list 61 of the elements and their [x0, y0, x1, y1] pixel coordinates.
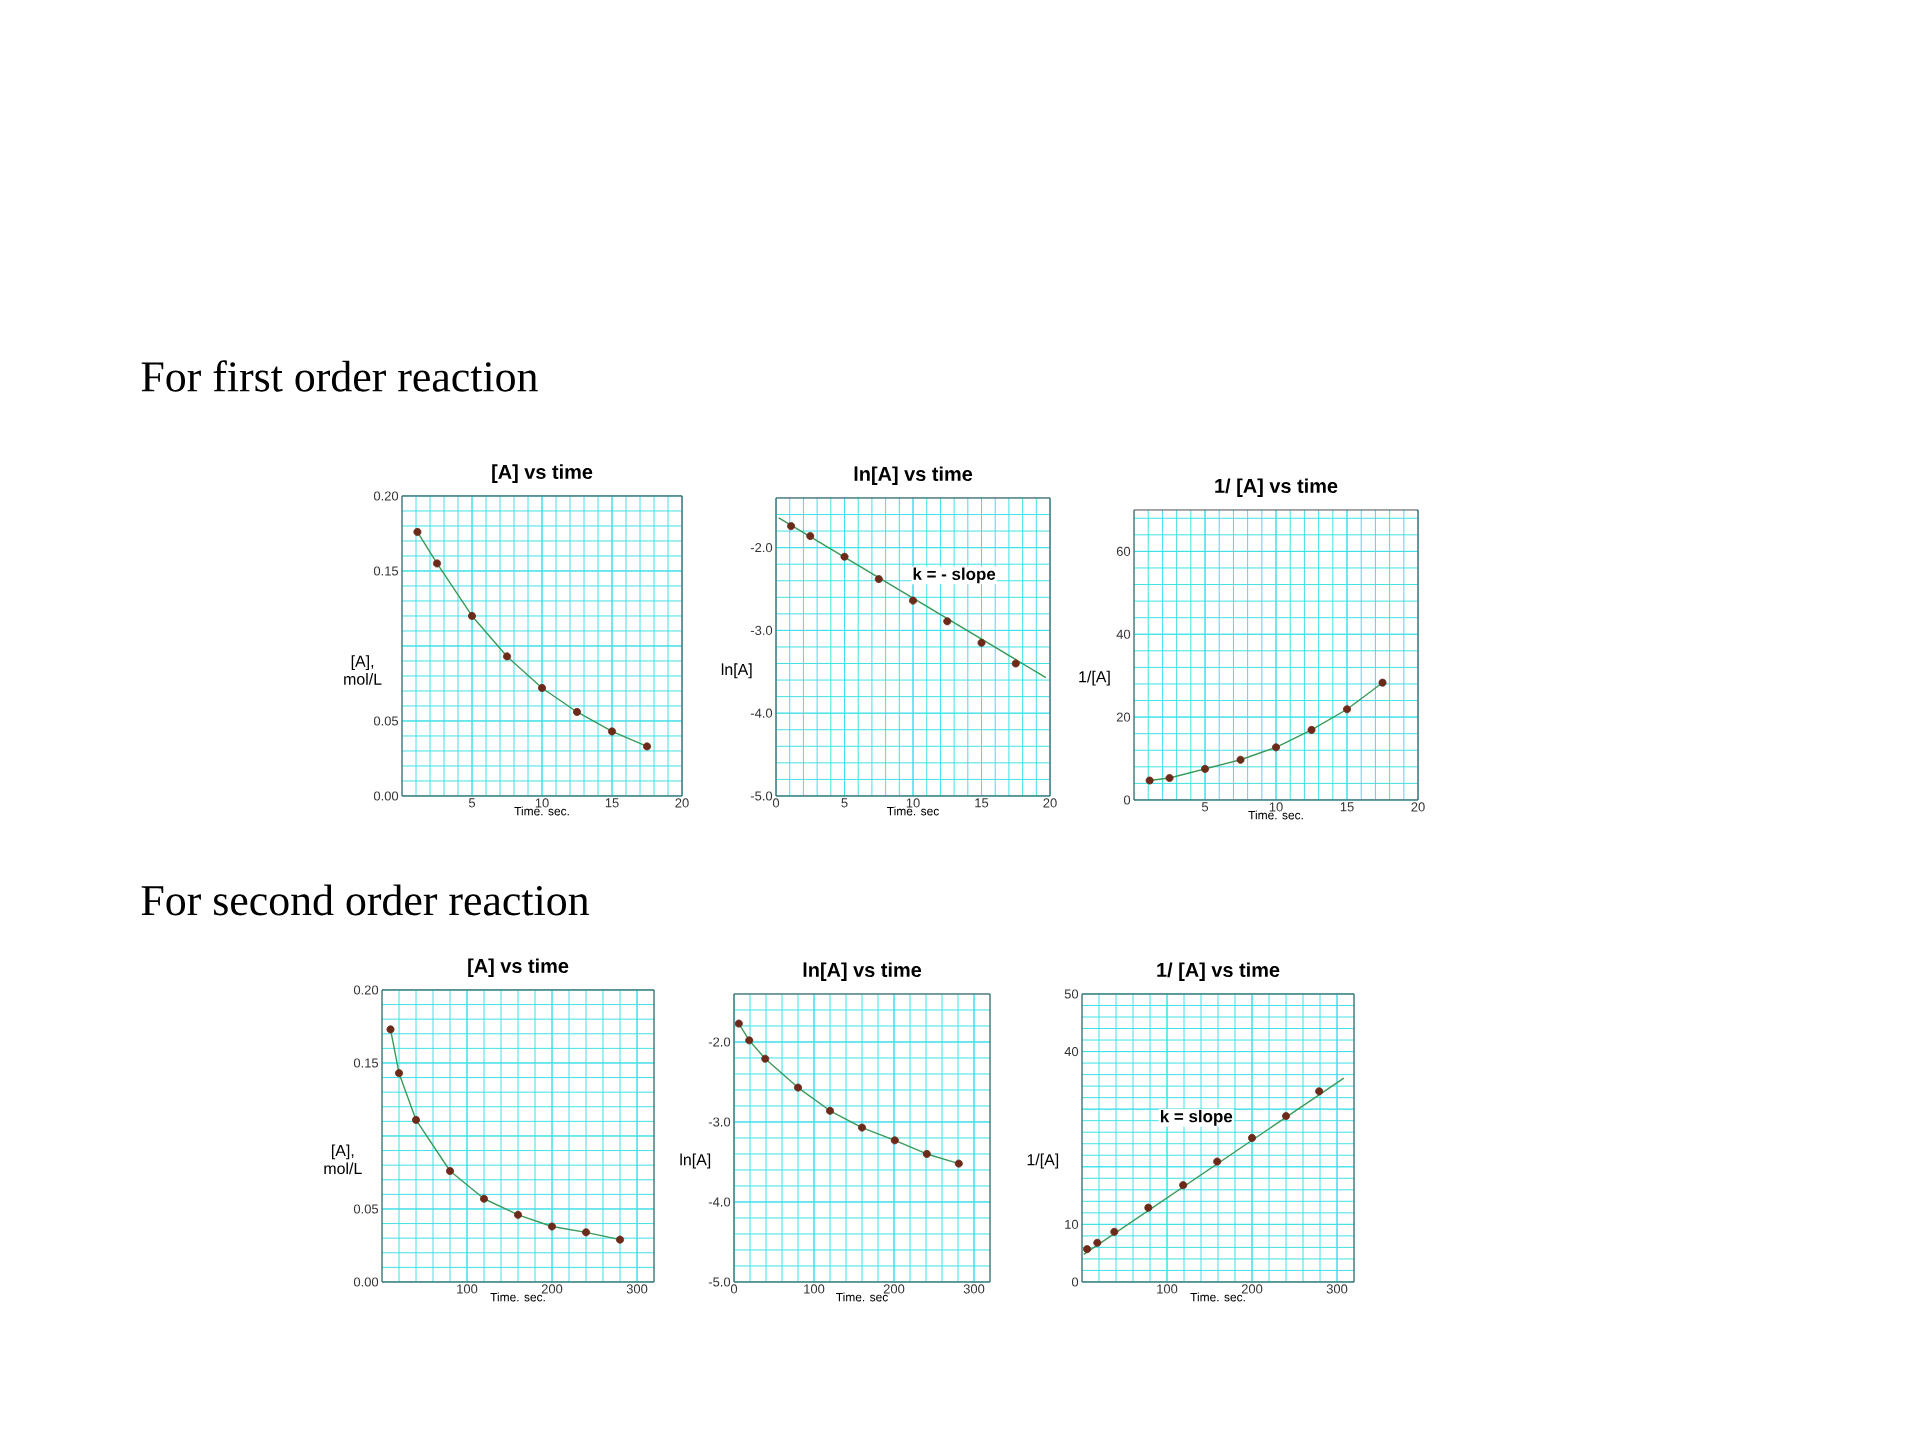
point — [1083, 1245, 1092, 1254]
point — [643, 742, 652, 751]
point — [977, 638, 986, 647]
point — [1165, 774, 1174, 782]
point — [433, 559, 442, 568]
point — [761, 1054, 770, 1063]
text: For second order reaction — [141, 884, 589, 916]
annotation: k = slope — [1160, 1109, 1233, 1126]
point — [386, 1025, 395, 1034]
point — [608, 727, 617, 736]
point — [514, 1210, 523, 1219]
point — [548, 1222, 557, 1231]
point — [412, 1115, 421, 1124]
point — [943, 617, 952, 626]
point — [616, 1235, 625, 1244]
chart-title: 1/ [A] vs time — [1215, 478, 1338, 497]
point — [806, 532, 815, 541]
point — [1236, 755, 1245, 764]
point — [1282, 1112, 1291, 1121]
point — [582, 1228, 591, 1237]
point — [1213, 1157, 1222, 1166]
point — [826, 1106, 835, 1115]
point — [787, 522, 796, 531]
chart-title: [A] vs time — [468, 958, 569, 977]
point — [745, 1036, 754, 1045]
point — [1179, 1181, 1188, 1190]
point — [1110, 1227, 1119, 1236]
chart-title: ln[A] vs time — [803, 962, 922, 981]
point — [1343, 705, 1352, 714]
point — [1315, 1087, 1324, 1096]
chart-title: ln[A] vs time — [854, 466, 973, 485]
point — [794, 1083, 803, 1092]
point — [874, 575, 883, 584]
chart-title: 1/ [A] vs time — [1157, 962, 1280, 981]
point — [840, 552, 849, 561]
point — [1272, 743, 1281, 752]
point — [909, 596, 918, 605]
point — [503, 652, 512, 661]
point — [922, 1149, 931, 1158]
point — [573, 707, 582, 716]
point — [468, 611, 477, 620]
point — [1248, 1133, 1257, 1142]
point — [395, 1069, 404, 1078]
point — [1011, 659, 1020, 668]
point — [890, 1136, 899, 1145]
text: For first order reaction — [141, 360, 538, 392]
point — [480, 1194, 489, 1203]
point — [538, 683, 547, 692]
point — [1378, 678, 1387, 687]
point — [734, 1019, 743, 1028]
point — [1145, 776, 1154, 785]
point — [1144, 1203, 1153, 1212]
point — [1093, 1238, 1102, 1247]
point — [858, 1123, 867, 1132]
point — [1307, 725, 1316, 734]
chart-title: [A] vs time — [492, 464, 593, 483]
point — [1201, 764, 1210, 773]
annotation: k = - slope — [913, 567, 996, 584]
point — [954, 1159, 963, 1168]
point — [413, 527, 422, 536]
point — [446, 1167, 455, 1176]
